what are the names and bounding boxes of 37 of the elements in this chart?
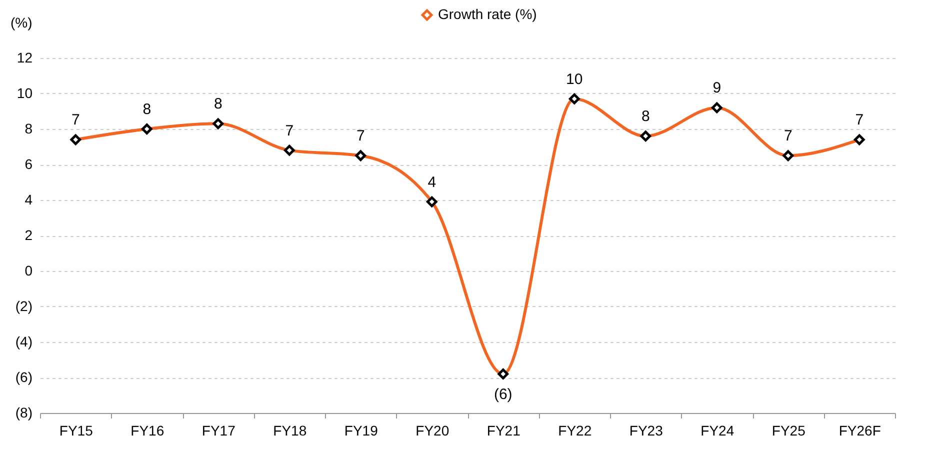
data-label: 8 [641,108,650,126]
data-label: 8 [214,96,222,113]
data-label: 4 [428,174,436,191]
data-label: 7 [71,112,80,129]
x-tick-label: FY22 [558,422,592,438]
x-tick-label: FY23 [629,422,664,438]
data-label: 10 [566,70,583,88]
data-label: 7 [285,122,294,140]
data-label: 7 [784,128,792,145]
data-label: 7 [356,128,365,145]
y-tick-label: 12 [16,50,33,66]
y-axis-title: (%) [10,14,32,30]
x-tick-label: FY25 [772,422,806,438]
x-tick-label: FY15 [59,422,94,438]
x-tick-label: FY21 [486,422,521,438]
y-tick-label: (4) [15,334,32,350]
x-tick-label: FY26F [838,422,881,438]
data-label: 9 [712,80,722,97]
y-tick-label: 10 [16,85,33,101]
x-tick-label: FY16 [130,422,164,438]
data-label: (6) [494,386,512,403]
x-tick-label: FY20 [416,422,450,438]
y-tick-label: 2 [24,227,33,243]
x-tick-label: FY17 [202,422,236,438]
y-tick-label: 0 [24,262,33,278]
y-tick-label: 8 [24,120,33,136]
x-tick-label: FY18 [273,422,307,438]
legend-label: Growth rate (%) [438,6,537,22]
y-tick-label: (8) [15,404,32,420]
x-tick-label: FY24 [700,422,734,438]
y-tick-label: 6 [24,156,33,172]
data-label: 7 [855,112,864,129]
x-tick-label: FY19 [344,422,378,438]
y-tick-label: 4 [24,192,33,208]
y-tick-label: (6) [15,369,32,385]
y-tick-label: (2) [15,298,32,314]
data-label: 8 [142,101,152,118]
